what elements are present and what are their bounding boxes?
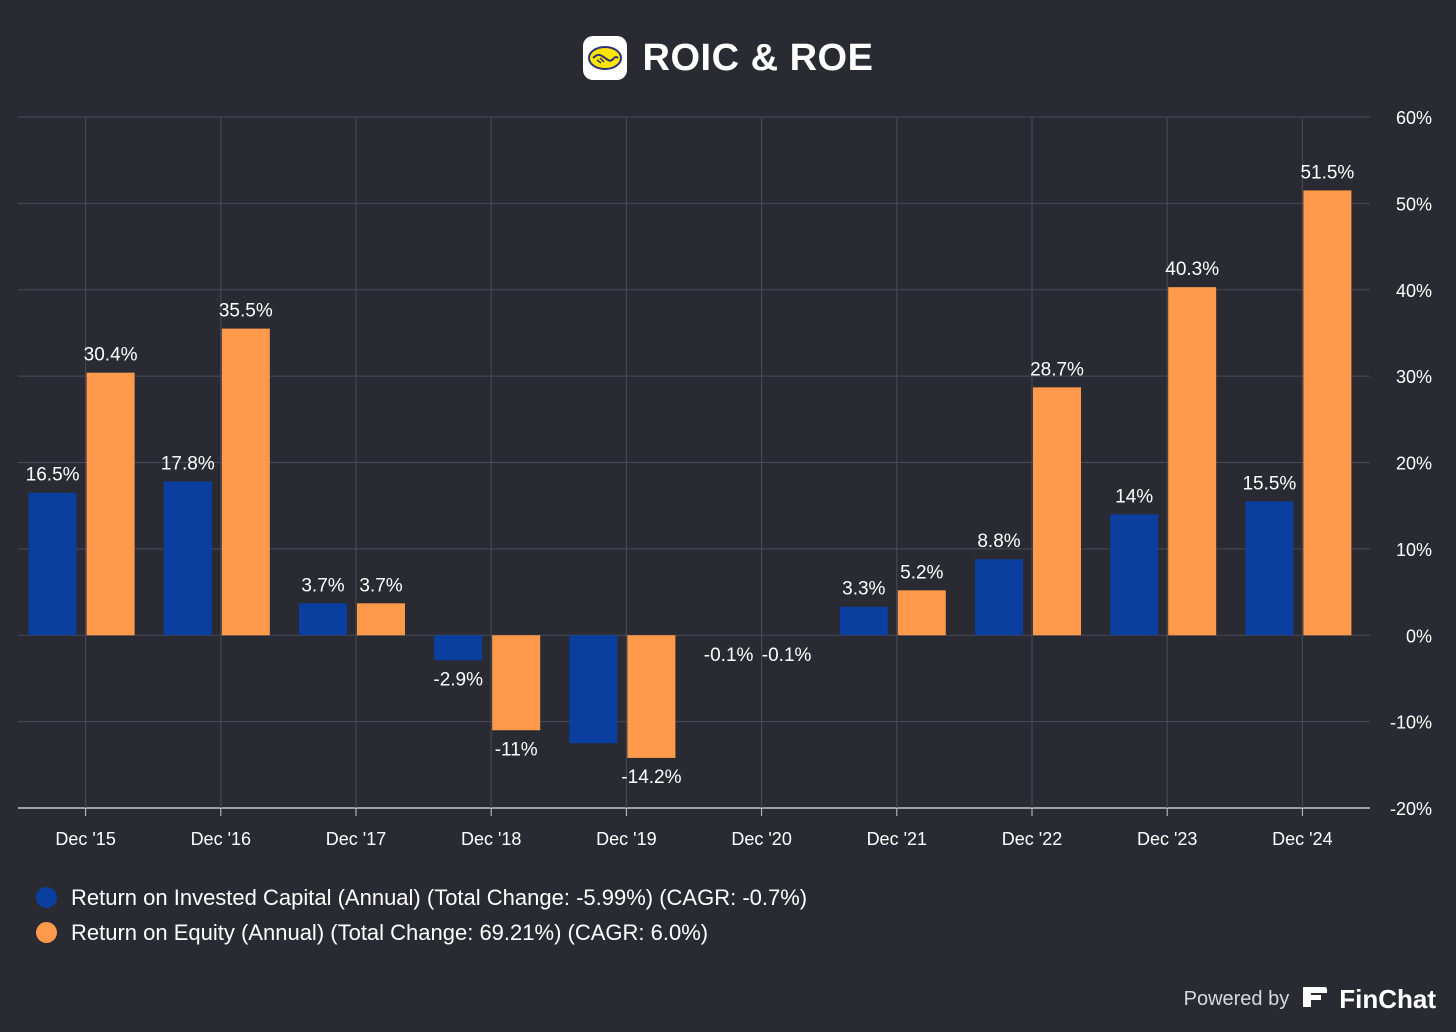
bar-roe	[357, 603, 405, 636]
x-tick-label: Dec '19	[596, 829, 656, 849]
x-tick-label: Dec '18	[461, 829, 521, 849]
bar-roe	[1168, 287, 1217, 636]
data-label-roe: -14.2%	[621, 767, 681, 788]
bar-roic	[28, 492, 77, 636]
y-tick-label: 10%	[1396, 540, 1432, 560]
bar-roe	[86, 372, 135, 636]
finchat-logo-icon	[1299, 983, 1329, 1016]
data-label-roic: 3.7%	[301, 575, 344, 596]
data-label-roic: 15.5%	[1242, 473, 1296, 494]
y-tick-label: -20%	[1390, 799, 1432, 819]
data-label-roe: 3.7%	[359, 575, 402, 596]
data-label-roe: 5.2%	[900, 562, 943, 583]
y-tick-label: 50%	[1396, 194, 1432, 214]
chart-legend: Return on Invested Capital (Annual) (Tot…	[36, 880, 807, 950]
data-label-roic: 16.5%	[26, 465, 80, 486]
bar-roic	[299, 603, 347, 636]
legend-item-roic[interactable]: Return on Invested Capital (Annual) (Tot…	[36, 880, 807, 915]
legend-item-roe[interactable]: Return on Equity (Annual) (Total Change:…	[36, 915, 807, 950]
chart-title: ROIC & ROE	[642, 36, 874, 79]
finchat-brand[interactable]: FinChat	[1339, 984, 1436, 1014]
x-tick-label: Dec '15	[55, 829, 115, 849]
data-label-roic: -0.1%	[704, 645, 754, 666]
bar-roic	[163, 481, 212, 636]
y-tick-label: 0%	[1406, 626, 1432, 646]
bar-roe	[1303, 190, 1352, 636]
x-tick-label: Dec '20	[731, 829, 791, 849]
data-label-roe: -11%	[495, 739, 538, 760]
legend-dot-roe	[36, 922, 57, 943]
chart-header: ROIC & ROE	[0, 30, 1456, 86]
bar-roic	[975, 559, 1023, 636]
bar-roic	[434, 635, 483, 661]
data-label-roic: -2.9%	[433, 669, 483, 690]
bar-roe	[492, 635, 541, 731]
handshake-logo-icon	[582, 36, 627, 80]
x-tick-label: Dec '21	[867, 829, 927, 849]
x-tick-label: Dec '24	[1272, 829, 1332, 849]
footer: Powered by FinChat	[1184, 983, 1436, 1016]
data-label-roic: 14%	[1115, 486, 1153, 507]
data-label-roe: 51.5%	[1300, 162, 1354, 183]
legend-label-roic: Return on Invested Capital (Annual) (Tot…	[71, 884, 808, 910]
bar-roic	[1110, 514, 1159, 636]
y-tick-label: -10%	[1390, 713, 1432, 733]
data-label-roe: 30.4%	[84, 345, 138, 366]
bar-roe	[897, 590, 946, 636]
chart-svg: 60% 50% 40% 30% 20% 10% 0% -10% -20% Dec '15 Dec '…	[18, 108, 1432, 849]
bar-roic	[1245, 501, 1294, 636]
x-tick-label: Dec '16	[191, 829, 251, 849]
x-tick-label: Dec '17	[326, 829, 386, 849]
data-label-roic: 8.8%	[977, 531, 1020, 552]
x-tick-label: Dec '23	[1137, 829, 1197, 849]
data-label-roic: 17.8%	[161, 454, 215, 475]
legend-dot-roic	[36, 887, 57, 908]
data-label-roe: 35.5%	[219, 301, 273, 322]
y-tick-label: 40%	[1396, 281, 1432, 301]
powered-by-text: Powered by	[1183, 988, 1290, 1010]
y-tick-label: 60%	[1396, 108, 1432, 128]
data-label-roe: 40.3%	[1165, 259, 1219, 280]
x-tick-label: Dec '22	[1002, 829, 1062, 849]
data-label-roe: 28.7%	[1030, 359, 1084, 380]
legend-label-roe: Return on Equity (Annual) (Total Change:…	[71, 919, 709, 945]
data-label-roe: -0.1%	[762, 645, 812, 666]
bar-roe	[221, 328, 270, 636]
bar-roic	[839, 606, 888, 636]
bar-roe	[1033, 387, 1081, 636]
bar-roic	[569, 635, 618, 744]
data-label-roic: 3.3%	[842, 579, 885, 600]
y-tick-label: 20%	[1396, 454, 1432, 474]
y-tick-label: 30%	[1396, 367, 1432, 387]
bar-roe	[627, 635, 676, 758]
